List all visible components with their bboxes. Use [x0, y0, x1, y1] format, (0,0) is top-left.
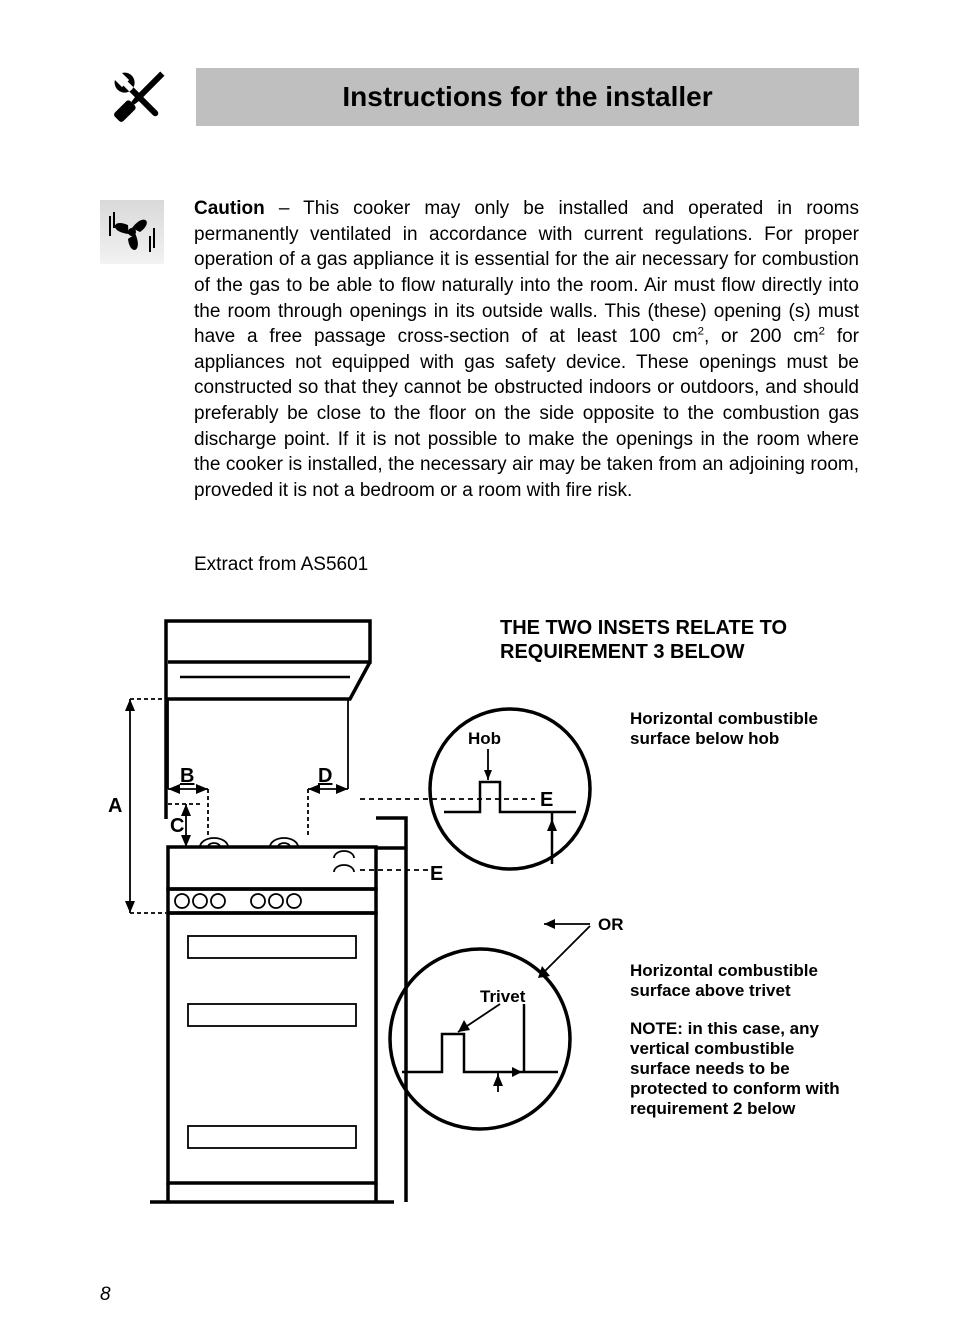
- caution-t1: – This cooker may only be installed and …: [194, 198, 859, 347]
- svg-text:NOTE: in this case, any: NOTE: in this case, any: [630, 1019, 819, 1038]
- svg-text:Hob: Hob: [468, 729, 501, 748]
- caution-text: Caution – This cooker may only be instal…: [194, 196, 859, 504]
- svg-text:vertical combustible: vertical combustible: [630, 1039, 794, 1058]
- caution-row: Caution – This cooker may only be instal…: [100, 196, 859, 504]
- caution-t3: for appliances not equipped with gas saf…: [194, 326, 859, 501]
- caution-t2: , or 200 cm: [704, 326, 819, 347]
- svg-text:Horizontal combustible: Horizontal combustible: [630, 709, 818, 728]
- svg-text:surface above trivet: surface above trivet: [630, 981, 791, 1000]
- svg-text:OR: OR: [598, 915, 624, 934]
- page-number: 8: [100, 1284, 111, 1306]
- caution-lead: Caution: [194, 198, 265, 219]
- svg-text:REQUIREMENT 3 BELOW: REQUIREMENT 3 BELOW: [500, 641, 745, 663]
- installation-diagram: THE TWO INSETS RELATE TO REQUIREMENT 3 B…: [100, 604, 859, 1244]
- svg-text:Trivet: Trivet: [480, 987, 526, 1006]
- tools-icon: [100, 58, 178, 136]
- svg-text:E: E: [430, 863, 443, 885]
- svg-text:surface needs to be: surface needs to be: [630, 1059, 790, 1078]
- svg-text:requirement 2 below: requirement 2 below: [630, 1099, 796, 1118]
- svg-text:Horizontal combustible: Horizontal combustible: [630, 961, 818, 980]
- extract-label: Extract from AS5601: [194, 554, 859, 576]
- header-row: Instructions for the installer: [100, 58, 859, 136]
- svg-text:E: E: [540, 789, 553, 811]
- svg-text:surface below hob: surface below hob: [630, 729, 779, 748]
- svg-text:B: B: [180, 765, 194, 787]
- svg-text:C: C: [170, 815, 184, 837]
- svg-text:protected to conform with: protected to conform with: [630, 1079, 840, 1098]
- page-title-bar: Instructions for the installer: [196, 68, 859, 126]
- fan-icon: [100, 200, 164, 264]
- svg-text:A: A: [108, 795, 122, 817]
- svg-text:D: D: [318, 765, 332, 787]
- page-title: Instructions for the installer: [342, 81, 712, 113]
- svg-text:THE TWO INSETS RELATE TO: THE TWO INSETS RELATE TO: [500, 617, 787, 639]
